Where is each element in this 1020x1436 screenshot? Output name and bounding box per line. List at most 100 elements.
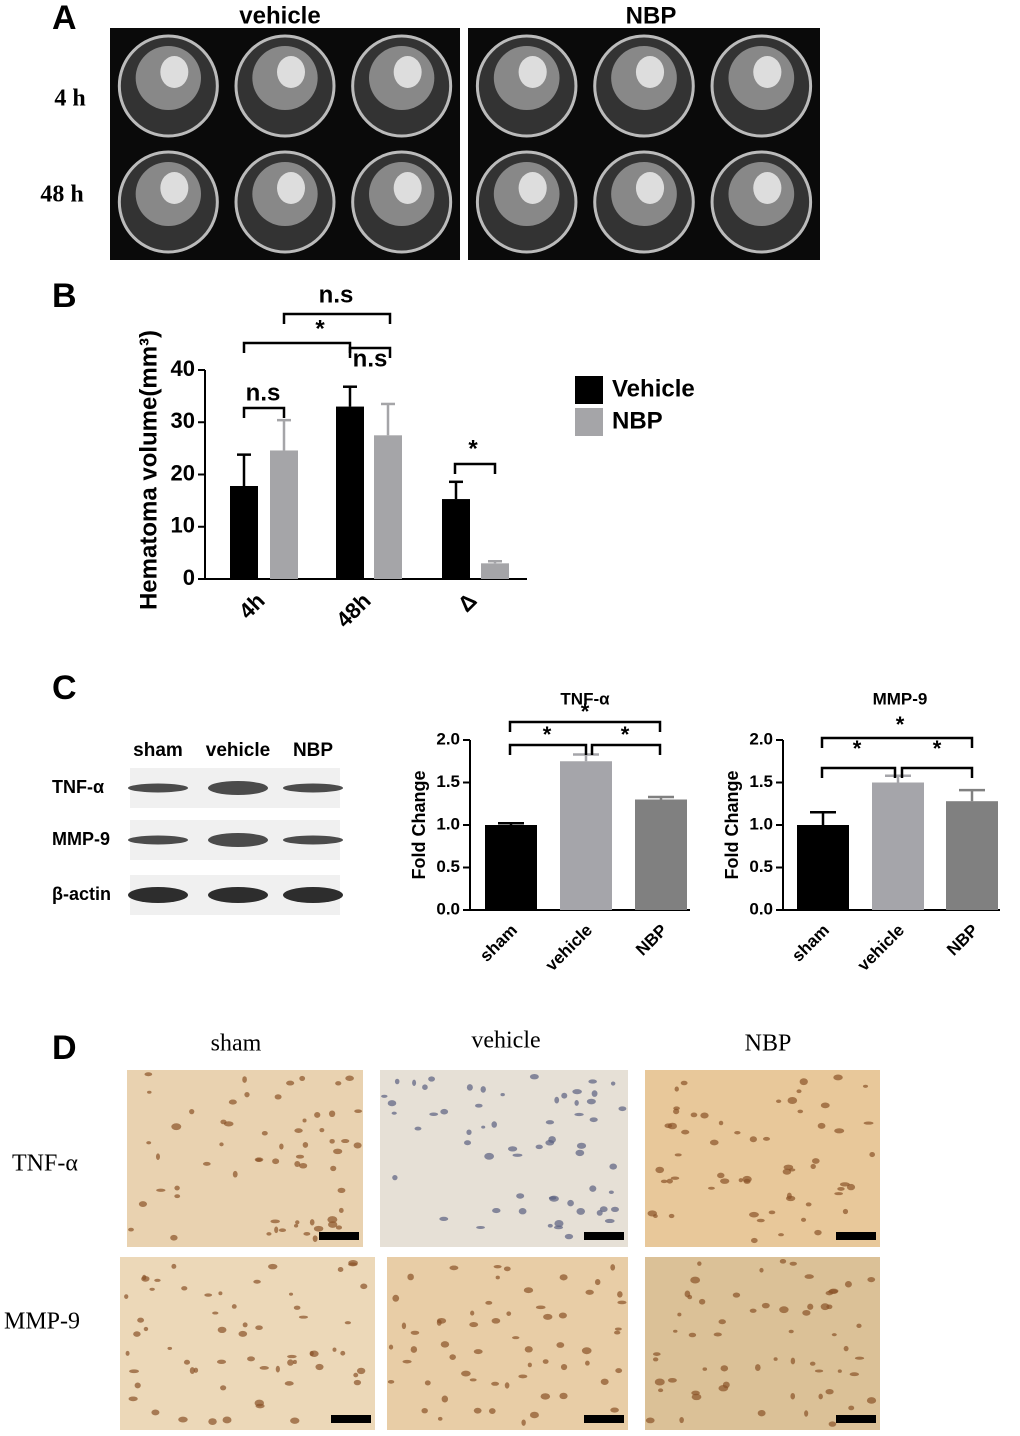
bar — [560, 761, 612, 910]
column-header: vehicle — [239, 2, 320, 29]
cell — [673, 1329, 678, 1333]
cell — [170, 1234, 178, 1241]
cell — [314, 1111, 321, 1118]
cell — [688, 1332, 697, 1338]
x-tick-label: 4h — [234, 588, 270, 624]
cell — [503, 1266, 511, 1272]
cell — [129, 1369, 139, 1374]
cell — [564, 1233, 574, 1240]
cell — [219, 1142, 224, 1147]
cell — [332, 1347, 337, 1352]
cell — [313, 1225, 324, 1232]
cell — [345, 1075, 354, 1081]
micrograph — [645, 1070, 880, 1247]
cell — [469, 1378, 477, 1382]
scale-bar — [331, 1415, 371, 1423]
cell — [504, 1382, 510, 1389]
cell — [270, 1219, 280, 1224]
significance-label: * — [853, 736, 862, 761]
cell — [134, 1382, 141, 1389]
cell — [540, 1393, 551, 1400]
cell — [561, 1092, 568, 1099]
cell — [149, 1287, 155, 1291]
blot-band — [208, 833, 268, 847]
cell — [778, 1233, 784, 1237]
cell — [789, 1261, 797, 1266]
y-axis-label: Fold Change — [409, 771, 429, 880]
cell — [718, 1120, 724, 1126]
cell — [610, 1081, 616, 1086]
row-label: 48 h — [40, 182, 83, 208]
cell — [608, 1190, 614, 1195]
cell — [702, 1367, 708, 1371]
significance-bracket — [508, 720, 662, 732]
bar — [230, 485, 258, 579]
cell — [295, 1220, 300, 1225]
cell — [495, 1275, 500, 1280]
cell — [287, 1359, 294, 1366]
cell — [440, 1341, 450, 1348]
cell — [652, 1357, 659, 1362]
y-axis-label: Hematoma volume(mm³) — [135, 330, 162, 610]
cell — [302, 1118, 307, 1123]
cell — [545, 1120, 555, 1125]
cell — [484, 1152, 495, 1160]
cell — [449, 1354, 456, 1360]
y-tick-label: 1.0 — [749, 814, 773, 833]
cell — [171, 1123, 182, 1131]
cell — [493, 1265, 502, 1269]
cell — [480, 1086, 486, 1093]
cell — [500, 1092, 505, 1097]
cell — [299, 1075, 306, 1081]
cell — [220, 1119, 227, 1125]
mri-lesion — [277, 172, 305, 204]
cell — [138, 1201, 148, 1207]
significance-bracket — [242, 341, 352, 353]
cell — [647, 1210, 657, 1217]
cell — [849, 1372, 860, 1377]
cell — [800, 1217, 807, 1222]
cell — [392, 1294, 400, 1302]
y-axis-label: Fold Change — [722, 771, 742, 880]
cell — [328, 1110, 336, 1118]
significance-label: * — [581, 699, 590, 724]
cell — [506, 1311, 512, 1316]
significance-bracket — [820, 736, 974, 748]
blot-header: sham — [133, 740, 183, 761]
cell — [599, 1206, 608, 1213]
cell — [441, 1395, 449, 1403]
column-header: sham — [211, 1031, 262, 1057]
cell — [820, 1303, 830, 1311]
cell — [807, 1303, 814, 1310]
cell — [167, 1346, 173, 1350]
cell — [512, 1153, 523, 1157]
significance-bracket — [282, 312, 392, 324]
cell — [303, 1231, 311, 1236]
cell — [327, 1216, 338, 1223]
significance-label: * — [468, 435, 478, 462]
cell — [527, 1362, 532, 1368]
cell — [394, 1078, 400, 1085]
cell — [523, 1287, 534, 1294]
cell — [309, 1219, 315, 1226]
cell — [464, 1140, 472, 1146]
cell — [412, 1079, 417, 1086]
cell — [286, 1080, 295, 1086]
cell — [255, 1325, 263, 1331]
cell — [755, 1364, 761, 1372]
cell — [335, 1081, 342, 1086]
cell — [575, 1149, 585, 1157]
cell — [548, 1196, 557, 1200]
cell — [125, 1350, 130, 1356]
cell — [414, 1126, 422, 1131]
cell — [330, 1165, 337, 1172]
cell — [253, 1279, 261, 1284]
cell — [244, 1091, 250, 1098]
cell — [759, 1267, 764, 1273]
cell — [491, 1121, 497, 1128]
scale-bar — [319, 1232, 359, 1240]
cell — [481, 1125, 486, 1129]
cell — [181, 1286, 188, 1291]
cell — [594, 1278, 601, 1286]
cell — [171, 1263, 177, 1269]
